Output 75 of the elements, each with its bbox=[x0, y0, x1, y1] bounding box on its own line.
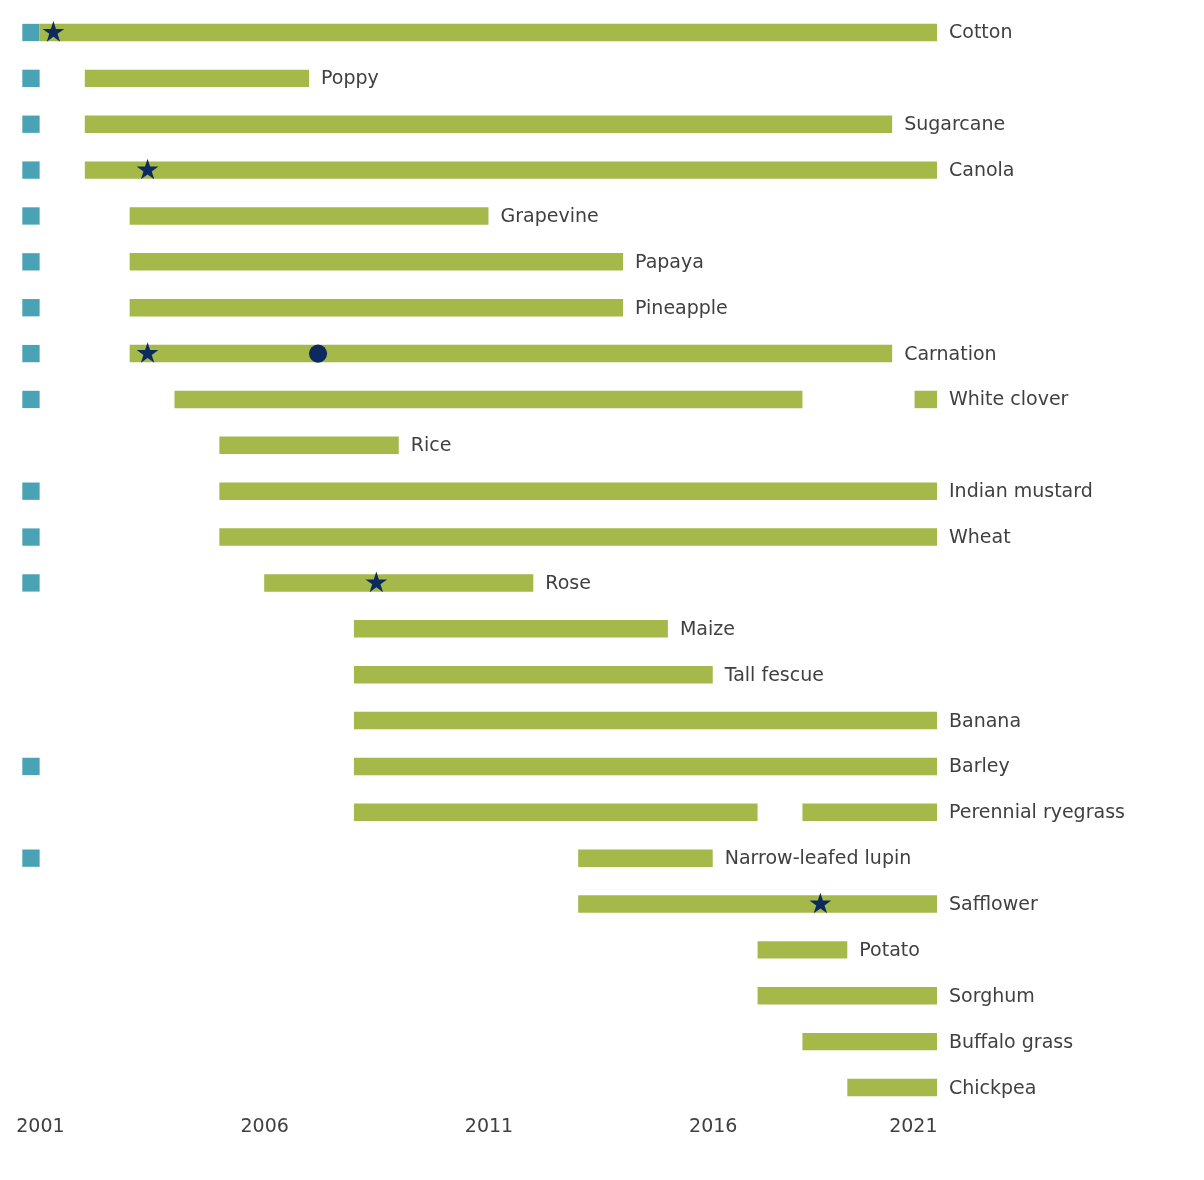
bar bbox=[578, 849, 713, 867]
point bbox=[22, 69, 40, 88]
y-tick-label: Rose bbox=[545, 570, 591, 593]
bar bbox=[129, 253, 624, 271]
point bbox=[22, 253, 40, 271]
y-tick-label: Grapevine bbox=[500, 203, 599, 226]
bar bbox=[219, 436, 399, 455]
bar bbox=[219, 528, 937, 546]
point bbox=[42, 21, 65, 42]
y-tick-label: Potato bbox=[859, 937, 920, 960]
bar bbox=[353, 711, 937, 730]
y-tick-label: White clover bbox=[949, 387, 1069, 410]
x-tick-label: 2021 bbox=[889, 1113, 938, 1136]
bar bbox=[219, 482, 937, 500]
y-tick-label: Indian mustard bbox=[949, 479, 1093, 502]
y-tick-label: Rice bbox=[410, 433, 452, 456]
point bbox=[22, 23, 40, 42]
y-tick-label: Perennial ryegrass bbox=[949, 800, 1125, 823]
bar bbox=[802, 803, 937, 822]
bar bbox=[353, 803, 758, 822]
bar bbox=[84, 69, 310, 88]
bar bbox=[757, 987, 937, 1005]
point bbox=[22, 344, 40, 363]
y-tick-label: Buffalo grass bbox=[949, 1029, 1074, 1052]
y-tick-label: Barley bbox=[949, 754, 1010, 777]
y-tick-label: Wheat bbox=[949, 525, 1011, 548]
bar bbox=[578, 895, 937, 913]
bar bbox=[129, 207, 489, 225]
point bbox=[22, 299, 40, 317]
point bbox=[22, 390, 40, 409]
bar bbox=[757, 941, 848, 959]
point bbox=[22, 528, 40, 546]
y-tick-label: Safflower bbox=[949, 892, 1038, 915]
bar bbox=[39, 23, 937, 42]
x-tick-label: 2001 bbox=[16, 1113, 65, 1136]
point bbox=[22, 115, 40, 133]
bar bbox=[802, 1032, 937, 1051]
point bbox=[365, 571, 388, 593]
bar bbox=[914, 390, 937, 409]
point bbox=[22, 207, 40, 225]
y-tick-label: Sugarcane bbox=[904, 112, 1006, 135]
point bbox=[136, 158, 159, 180]
x-tick-label: 2006 bbox=[240, 1113, 289, 1136]
bar bbox=[264, 574, 534, 592]
y-tick-label: Tall fescue bbox=[723, 662, 824, 685]
point bbox=[22, 482, 40, 500]
y-tick-label: Pineapple bbox=[635, 295, 728, 318]
bar bbox=[847, 1078, 937, 1097]
y-tick-label: Banana bbox=[949, 708, 1022, 731]
x-tick-label: 2011 bbox=[464, 1113, 514, 1136]
point bbox=[308, 344, 328, 363]
point bbox=[22, 161, 40, 179]
y-tick-label: Narrow-leafed lupin bbox=[724, 846, 912, 869]
bar bbox=[129, 298, 624, 317]
y-tick-label: Carnation bbox=[904, 341, 997, 364]
point bbox=[22, 757, 40, 776]
point bbox=[809, 892, 832, 914]
bar bbox=[353, 620, 668, 638]
y-tick-label: Papaya bbox=[635, 249, 704, 272]
x-tick-label: 2016 bbox=[689, 1113, 738, 1136]
y-tick-label: Maize bbox=[679, 616, 735, 639]
y-tick-label: Poppy bbox=[321, 66, 379, 89]
bar bbox=[129, 344, 893, 363]
bar bbox=[174, 390, 803, 409]
bar bbox=[84, 115, 893, 133]
point bbox=[22, 574, 40, 592]
bar bbox=[353, 665, 713, 684]
y-tick-label: Canola bbox=[949, 158, 1015, 181]
y-tick-label: Chickpea bbox=[949, 1075, 1037, 1098]
bar bbox=[84, 161, 937, 179]
y-tick-label: Sorghum bbox=[949, 983, 1035, 1006]
point bbox=[136, 342, 159, 363]
point bbox=[22, 849, 40, 867]
bar bbox=[353, 757, 937, 776]
y-tick-label: Cotton bbox=[949, 20, 1013, 43]
